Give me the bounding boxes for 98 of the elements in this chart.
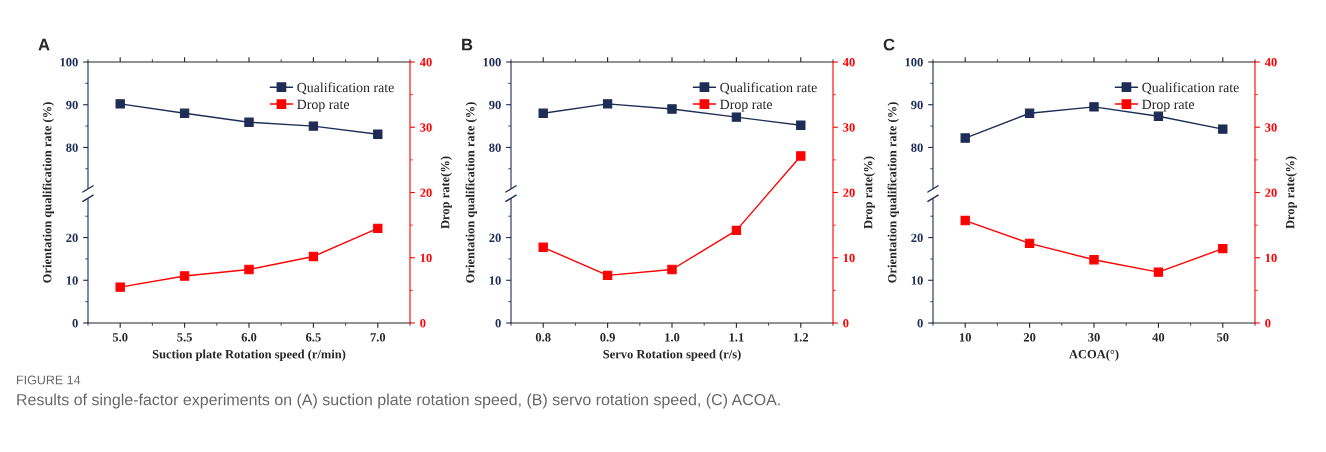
point [731,112,742,122]
x-tick-label: 7.0 [370,333,386,342]
x-tick-label: 6.0 [241,333,257,342]
text: Results of single-factor experiments on (A) suction plate rotation speed, (B) servo rotation speed, (C) ACOA. [17,393,780,409]
y2-tick-label: 40 [1264,58,1277,67]
chart-title: C [883,38,895,51]
point [179,108,190,118]
legend-label: Drop rate [1142,99,1195,112]
x-tick-label: 1.1 [729,333,744,342]
y3-tick-label: 20 [911,233,923,243]
y2-tick-label: 10 [843,253,855,263]
point [1153,111,1164,121]
y2-axis-title: Drop rate(%) [863,156,875,229]
caption: FIGURE 14 [17,375,81,385]
y-tick-label: 90 [66,100,78,110]
y2-tick-label: 40 [842,58,855,67]
point [602,99,613,109]
point [1218,124,1228,134]
point [1153,267,1164,277]
point [1218,243,1228,254]
point [179,271,190,281]
x-tick-label: 10 [959,333,971,342]
point [667,104,677,114]
y3-tick-label: 10 [66,276,78,285]
x-tick-label: 30 [1088,333,1100,342]
point [115,282,125,292]
point [244,117,254,127]
point [538,242,548,252]
point [796,151,806,161]
point [373,129,383,139]
y2-axis-title: Drop rate(%) [1285,156,1297,229]
y2-tick-label: 0 [420,319,426,328]
x-axis-title: Servo Rotation speed (r/s) [603,349,741,361]
y-tick-label: 100 [60,58,78,67]
chart-title: B [462,38,473,51]
y2-tick-label: 30 [1265,123,1277,132]
y3-tick-label: 0 [917,319,923,328]
point [115,99,125,109]
x-tick-label: 5.5 [177,333,192,342]
x-tick-label: 0.9 [600,333,615,342]
point [538,108,548,118]
x-tick-label: 0.8 [535,333,551,342]
x-tick-label: 1.0 [665,333,680,342]
legend-label: Drop rate [297,99,350,112]
x-tick-label: 40 [1152,333,1165,342]
y2-tick-label: 10 [420,253,432,263]
point [1089,102,1099,112]
y3-tick-label: 0 [495,319,501,328]
y2-tick-label: 20 [420,188,432,197]
y-tick-label: 80 [489,143,501,152]
x-tick-label: 5.0 [112,333,128,342]
y2-tick-label: 20 [843,188,855,197]
legend-label: Qualification rate [720,82,817,95]
y-tick-label: 100 [483,58,501,67]
y2-tick-label: 30 [843,123,855,132]
y-axis-title: Orientation qualification rate (%) [887,102,899,283]
point [602,270,613,281]
y2-tick-label: 20 [1265,188,1277,197]
y2-tick-label: 30 [420,123,432,132]
point [308,251,319,262]
point [960,215,970,226]
x-axis-title: Suction plate Rotation speed (r/min) [152,349,346,361]
y3-tick-label: 10 [911,276,923,285]
y3-tick-label: 20 [66,233,78,243]
x-tick-label: 50 [1217,333,1229,342]
chart-title: A [38,38,50,51]
point [308,121,319,131]
x-tick-label: 6.5 [306,333,321,342]
point [1024,108,1035,118]
y2-tick-label: 40 [419,58,432,67]
point [667,264,677,275]
y-axis-title: Orientation qualification rate (%) [465,102,477,283]
point [1024,238,1035,249]
point [373,223,383,234]
legend-label: Qualification rate [297,82,394,95]
x-axis-title: ACOA(°) [1069,349,1119,361]
y-tick-label: 90 [911,100,923,110]
point [731,225,742,236]
y-tick-label: 80 [911,143,923,152]
y-tick-label: 90 [489,100,501,110]
y2-tick-label: 0 [843,319,849,328]
y-axis-title: Orientation qualification rate (%) [42,102,54,283]
y-tick-label: 80 [66,143,78,152]
y-tick-label: 100 [905,58,923,67]
y2-tick-label: 10 [1265,253,1277,263]
x-tick-label: 20 [1023,333,1036,342]
y3-tick-label: 10 [489,276,501,285]
legend-label: Qualification rate [1142,82,1239,95]
point [796,120,806,130]
point [1089,255,1099,265]
legend-label: Drop rate [720,99,773,112]
point [244,264,254,275]
y3-tick-label: 20 [489,233,501,243]
x-tick-label: 1.2 [793,333,809,342]
y2-axis-title: Drop rate(%) [440,156,452,229]
point [960,133,970,143]
y3-tick-label: 0 [72,319,78,328]
y2-tick-label: 0 [1265,319,1271,328]
